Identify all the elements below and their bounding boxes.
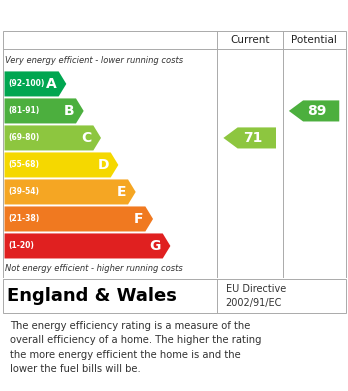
Text: B: B xyxy=(64,104,74,118)
Text: (39-54): (39-54) xyxy=(9,187,40,196)
Polygon shape xyxy=(5,233,171,258)
Text: (92-100): (92-100) xyxy=(9,79,45,88)
Text: Not energy efficient - higher running costs: Not energy efficient - higher running co… xyxy=(5,264,182,273)
Text: A: A xyxy=(46,77,57,91)
Text: 71: 71 xyxy=(243,131,262,145)
Text: 89: 89 xyxy=(307,104,326,118)
Text: Current: Current xyxy=(230,35,269,45)
Text: Potential: Potential xyxy=(291,35,337,45)
Text: C: C xyxy=(81,131,92,145)
Polygon shape xyxy=(5,206,153,231)
Text: (21-38): (21-38) xyxy=(9,214,40,224)
Polygon shape xyxy=(5,99,84,124)
Text: The energy efficiency rating is a measure of the
overall efficiency of a home. T: The energy efficiency rating is a measur… xyxy=(10,321,262,374)
Text: Very energy efficient - lower running costs: Very energy efficient - lower running co… xyxy=(5,56,183,65)
Polygon shape xyxy=(5,152,118,178)
Text: (55-68): (55-68) xyxy=(9,160,40,169)
Text: (69-80): (69-80) xyxy=(9,133,40,142)
Text: (81-91): (81-91) xyxy=(9,106,40,115)
Text: G: G xyxy=(150,239,161,253)
Polygon shape xyxy=(5,126,101,151)
Text: (1-20): (1-20) xyxy=(9,242,34,251)
Text: Energy Efficiency Rating: Energy Efficiency Rating xyxy=(10,9,232,23)
Polygon shape xyxy=(5,179,136,204)
Text: E: E xyxy=(117,185,126,199)
Text: England & Wales: England & Wales xyxy=(7,287,177,305)
Text: EU Directive
2002/91/EC: EU Directive 2002/91/EC xyxy=(226,283,286,308)
Text: D: D xyxy=(97,158,109,172)
Text: F: F xyxy=(134,212,144,226)
Polygon shape xyxy=(289,100,339,122)
Polygon shape xyxy=(5,72,66,97)
Polygon shape xyxy=(223,127,276,149)
